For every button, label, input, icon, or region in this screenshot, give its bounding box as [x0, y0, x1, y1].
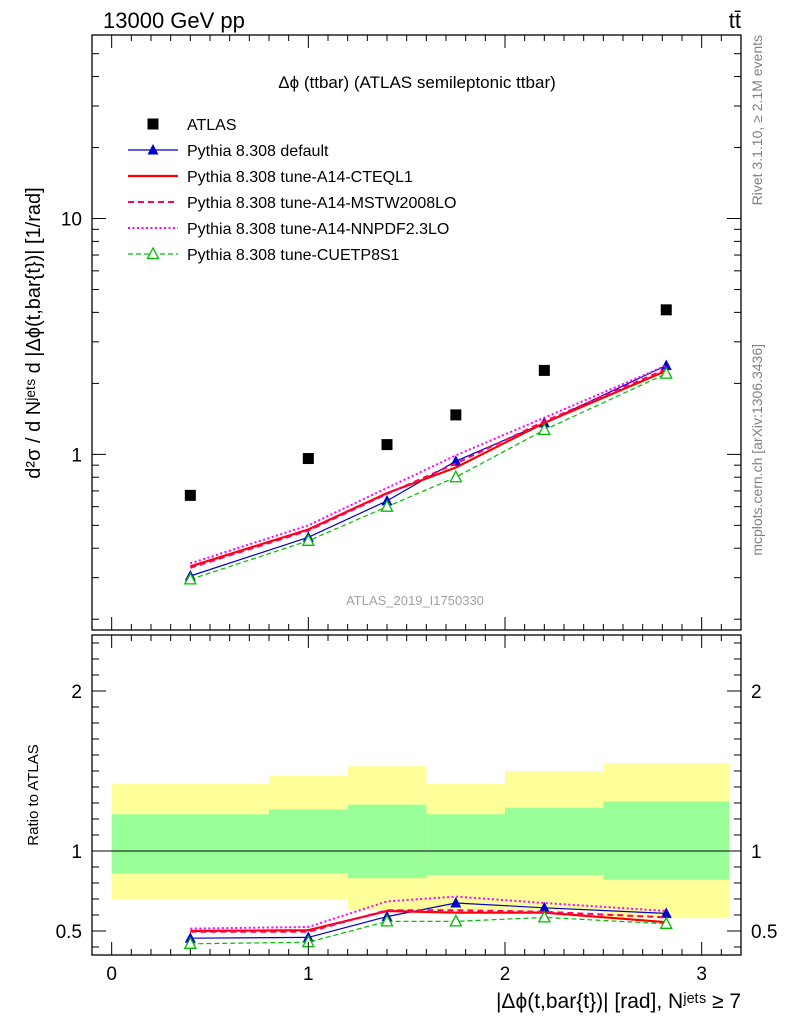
collision-energy-label: 13000 GeV pp — [103, 8, 245, 33]
legend-marker — [146, 246, 160, 260]
ratio-point-pythia-8-308-default — [538, 901, 550, 913]
legend-entry-label: Pythia 8.308 default — [187, 143, 329, 160]
main-point-pythia-8-308-tune-cuetp8s1 — [183, 571, 197, 585]
ratio-uncertainty-bands — [92, 763, 741, 919]
legend-entry-label: ATLAS — [187, 117, 237, 134]
main-point-pythia-8-308-tune-cuetp8s1 — [659, 366, 673, 379]
ratio-band-inner — [347, 804, 427, 879]
main-y-tick-label: 10 — [61, 210, 82, 231]
ratio-y-tick-label-right: 2 — [751, 682, 762, 703]
ratio-point-pythia-8-308-tune-cuetp8s1 — [659, 916, 673, 929]
main-panel-series — [183, 304, 673, 585]
ratio-point-pythia-8-308-default — [660, 907, 672, 918]
ratio-band-inner — [269, 809, 348, 874]
main-point-pythia-8-308-tune-cuetp8s1 — [301, 533, 315, 546]
main-point-atlas — [538, 364, 550, 376]
legend-entry-label: Pythia 8.308 tune-A14-NNPDF2.3LO — [187, 221, 449, 238]
main-point-pythia-8-308-default — [450, 455, 462, 466]
x-tick-label: 0 — [106, 964, 117, 985]
ratio-line-pythia-8-308-tune-a14-cteql1 — [190, 909, 667, 933]
legend: ATLAS Pythia 8.308 default Pythia 8.308 tu… — [128, 117, 456, 264]
ratio-panel-series — [183, 895, 673, 949]
ratio-band-inner — [111, 814, 270, 874]
main-line-pythia-8-308-tune-a14-cteql1 — [189, 369, 667, 568]
ratio-line-pythia-8-308-tune-a14-nnpdf2-3lo — [190, 895, 667, 930]
ratio-point-pythia-8-308-tune-cuetp8s1 — [449, 913, 463, 927]
ratio-panel-frame — [91, 634, 742, 956]
legend-entry-label: Pythia 8.308 tune-CUETP8S1 — [187, 247, 400, 264]
ratio-point-pythia-8-308-tune-cuetp8s1 — [183, 936, 197, 949]
main-plot-title: Δϕ (ttbar) (ATLAS semileptonic ttbar) — [278, 73, 556, 92]
main-point-pythia-8-308-tune-cuetp8s1 — [537, 422, 551, 436]
ratio-y-tick-label-right: 1 — [751, 842, 762, 863]
ratio-point-pythia-8-308-tune-cuetp8s1 — [537, 909, 551, 923]
main-y-tick-label: 1 — [71, 445, 82, 466]
legend-entry-label: Pythia 8.308 tune-A14-CTEQL1 — [187, 169, 413, 186]
main-point-atlas — [302, 453, 314, 465]
main-point-atlas — [381, 439, 393, 451]
main-y-axis-label: d²σ / d Nʲᵉᵗˢ d |Δϕ(t,bar{t})| [1/rad] — [23, 187, 45, 478]
main-line-pythia-8-308-tune-a14-nnpdf2-3lo — [189, 364, 667, 565]
process-label: tt̄ — [729, 8, 741, 33]
main-line-pythia-8-308-tune-a14-mstw2008lo — [189, 368, 667, 569]
main-panel-frame — [91, 34, 742, 631]
ratio-band-inner — [426, 814, 505, 875]
main-point-atlas — [184, 489, 196, 501]
ratio-y-axis-label: Ratio to ATLAS — [25, 744, 42, 845]
ratio-band-inner — [505, 807, 604, 875]
ratio-y-tick-label-right: 0.5 — [751, 922, 777, 943]
ratio-panel-axes: 0.5 0.5 1 1 2 2 0 1 2 3 — [56, 635, 777, 985]
x-tick-label: 2 — [500, 964, 511, 985]
main-point-atlas — [660, 304, 672, 316]
ratio-line-pythia-8-308-tune-cuetp8s1 — [190, 916, 667, 945]
legend-marker-atlas — [147, 118, 159, 130]
main-point-pythia-8-308-default — [660, 359, 672, 371]
ratio-line-pythia-8-308-tune-a14-mstw2008lo — [190, 909, 667, 933]
x-axis-label: |Δϕ(t,bar{t})| [rad], Nʲᵉᵗˢ ≥ 7 — [496, 990, 741, 1013]
ratio-y-tick-label: 2 — [71, 682, 82, 703]
main-point-pythia-8-308-tune-cuetp8s1 — [380, 499, 394, 512]
main-point-atlas — [450, 409, 462, 421]
main-panel-axes: 1 10 — [61, 34, 742, 630]
ratio-point-pythia-8-308-default — [450, 897, 462, 908]
legend-entry-label: Pythia 8.308 tune-A14-MSTW2008LO — [187, 195, 456, 212]
main-point-pythia-8-308-tune-cuetp8s1 — [449, 469, 463, 483]
x-tick-label: 1 — [303, 964, 314, 985]
ratio-y-tick-label: 1 — [71, 842, 82, 863]
rivet-version-label: Rivet 3.1.10, ≥ 2.1M events — [749, 35, 765, 205]
ratio-point-pythia-8-308-tune-cuetp8s1 — [380, 913, 394, 927]
mcplots-label: mcplots.cern.ch [arXiv:1306.3436] — [749, 344, 765, 556]
ratio-y-tick-label: 0.5 — [56, 922, 82, 943]
legend-marker — [147, 144, 159, 155]
x-tick-label: 3 — [696, 964, 707, 985]
ratio-band-inner — [603, 801, 730, 880]
analysis-label: ATLAS_2019_I1750330 — [346, 593, 484, 608]
